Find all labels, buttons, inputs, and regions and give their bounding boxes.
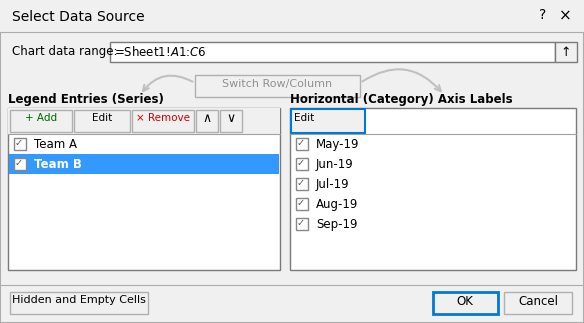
Text: ✓: ✓ [297, 158, 305, 168]
Text: ↑: ↑ [561, 46, 571, 58]
Text: Chart data range:: Chart data range: [12, 45, 117, 58]
Text: ✓: ✓ [15, 138, 23, 148]
Bar [296, 158, 308, 170]
Text: ✓: ✓ [297, 178, 305, 188]
Text: Aug-19: Aug-19 [316, 198, 359, 211]
Bar [433, 292, 498, 314]
Bar [296, 138, 308, 150]
Text: Team B: Team B [34, 158, 82, 171]
Bar [110, 42, 555, 62]
Text: OK: OK [457, 295, 474, 308]
Bar [132, 110, 194, 132]
Text: ✓: ✓ [297, 138, 305, 148]
Text: Select Data Source: Select Data Source [12, 10, 145, 24]
Text: ×: × [559, 8, 571, 23]
Text: =Sheet1!$A$1:$C$6: =Sheet1!$A$1:$C$6 [114, 45, 206, 59]
Text: May-19: May-19 [316, 138, 360, 151]
Text: Hidden and Empty Cells: Hidden and Empty Cells [12, 295, 146, 305]
Bar [74, 110, 130, 132]
Text: Switch Row/Column: Switch Row/Column [222, 79, 332, 89]
Text: ✓: ✓ [297, 198, 305, 208]
Text: Edit: Edit [294, 113, 314, 123]
Bar [8, 108, 280, 134]
Bar [296, 198, 308, 210]
Bar [555, 42, 577, 62]
Bar [296, 178, 308, 190]
Text: Edit: Edit [92, 113, 112, 123]
Bar [10, 292, 148, 314]
Text: Legend Entries (Series): Legend Entries (Series) [8, 93, 164, 106]
Bar [10, 110, 72, 132]
Text: + Add: + Add [25, 113, 57, 123]
Bar [9, 154, 279, 174]
Bar [290, 108, 576, 270]
Text: × Remove: × Remove [136, 113, 190, 123]
Bar [196, 110, 218, 132]
Text: ∨: ∨ [227, 112, 235, 125]
Bar [0, 0, 584, 32]
Bar [504, 292, 572, 314]
Text: Sep-19: Sep-19 [316, 218, 357, 231]
Text: Jun-19: Jun-19 [316, 158, 354, 171]
Bar [291, 109, 365, 133]
Text: ✓: ✓ [15, 158, 23, 168]
Text: Jul-19: Jul-19 [316, 178, 350, 191]
Bar [220, 110, 242, 132]
Bar [8, 108, 280, 270]
Bar [296, 218, 308, 230]
Text: ✓: ✓ [297, 218, 305, 228]
Text: Horizontal (Category) Axis Labels: Horizontal (Category) Axis Labels [290, 93, 513, 106]
Text: Cancel: Cancel [518, 295, 558, 308]
Bar [14, 158, 26, 170]
Bar [14, 138, 26, 150]
Text: ∧: ∧ [203, 112, 211, 125]
Text: ?: ? [540, 8, 547, 22]
Bar [195, 75, 360, 97]
Text: Team A: Team A [34, 138, 77, 151]
